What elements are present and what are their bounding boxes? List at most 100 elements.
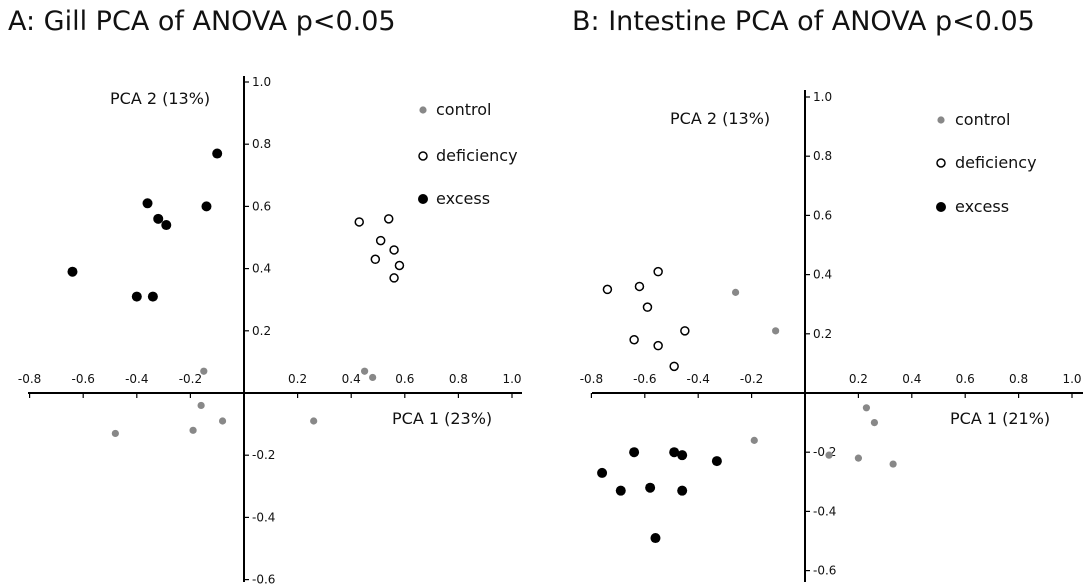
chart-a-x-tick-label: 0.6 [395,372,414,386]
chart-b-legend-excess-marker [936,202,946,212]
chart-b-x-tick-label: -0.4 [686,372,709,386]
chart-a-control-point [218,417,227,425]
chart-a-excess-point [131,291,142,302]
chart-b-control-point [772,327,780,335]
chart-b-legend-control-marker [937,116,945,124]
chart-b-legend-excess-label: excess [955,197,1009,216]
chart-b-control-point [870,419,879,427]
chart-b-excess-point [629,447,640,458]
chart-b-y-tick-label: -0.2 [813,445,836,459]
chart-a-deficiency-point [354,217,364,227]
chart-a-legend-control-marker [419,106,427,114]
chart-a-y-tick-label: 0.8 [252,137,271,151]
chart-b-excess-point [650,533,661,544]
chart-a-y-tick-label: 0.6 [252,199,271,213]
chart-a-deficiency-point [394,260,405,271]
chart-b-deficiency-point [653,266,663,277]
chart-a-y-tick-label: 0.2 [252,324,271,338]
chart-b-y-tick-label: 0.8 [813,149,832,163]
chart-b-deficiency-point [602,284,613,295]
chart-b-legend-deficiency-label: deficiency [955,153,1037,172]
chart-b-x-tick-label: -0.8 [580,372,603,386]
chart-b-x-tick-label: 0.6 [956,372,975,386]
chart-b-deficiency-point [669,361,679,372]
chart-b-legend-control-label: control [955,110,1010,129]
chart-a-legend-deficiency-marker [418,151,428,161]
chart-a-y-tick-label: 1.0 [252,75,271,89]
chart-a-deficiency-point [389,245,399,255]
chart-a-y-tick-label: -0.4 [252,510,275,524]
chart-b-legend-deficiency-marker [936,158,946,168]
chart-a-excess-point [142,198,153,209]
chart-b-deficiency-point [642,302,653,312]
chart-b-deficiency-point [629,334,639,345]
chart-b-control-point [750,436,758,444]
chart-a-excess-point [161,220,172,231]
chart-a-excess-point [201,201,212,212]
chart-b-x-tick-label: 1.0 [1062,372,1081,386]
chart-a-title: A: Gill PCA of ANOVA p<0.05 [8,6,396,37]
chart-a-legend-deficiency-label: deficiency [436,146,518,165]
chart-a-legend-control-label: control [436,100,491,119]
chart-b-y-tick-label: 1.0 [813,90,832,104]
chart-b-title: B: Intestine PCA of ANOVA p<0.05 [572,6,1035,37]
chart-b-control-point [854,454,863,462]
chart-a-control-point [197,401,205,410]
chart-a-deficiency-point [389,273,399,283]
chart-a-x-tick-label: -0.4 [125,372,148,386]
chart-a-x-tick-label: -0.6 [71,372,94,386]
chart-b-control-point [825,451,833,459]
chart-a-x-tick-label: 1.0 [502,372,521,386]
chart-a-excess-point [67,266,78,277]
chart-a-x-axis-label: PCA 1 (23%) [392,409,492,428]
chart-b-excess-point [677,450,688,461]
chart-a-excess-point [147,291,158,302]
chart-a-x-tick-label: 0.4 [342,372,361,386]
chart-a-deficiency-point [383,214,394,224]
chart-a-control-point [189,426,197,434]
chart-b-x-tick-label: 0.2 [849,372,868,386]
chart-b-excess-point [615,485,626,496]
chart-a-deficiency-point [375,235,386,246]
chart-a-deficiency-point [370,254,381,265]
chart-a-y-tick-label: -0.2 [252,448,275,462]
chart-a-control-point [310,417,318,425]
chart-b-x-tick-label: -0.6 [633,372,656,386]
chart-a-x-tick-label: -0.2 [179,372,202,386]
chart-a-control-point [200,367,208,375]
chart-a-y-axis-label: PCA 2 (13%) [110,89,210,108]
chart-a-control-point [361,367,369,375]
chart-b-deficiency-point [634,281,645,292]
chart-a-x-tick-label: 0.2 [288,372,307,386]
chart-a-y-tick-label: 0.4 [252,262,271,276]
chart-b-excess-point [645,482,656,493]
chart-a-y-tick-label: -0.6 [252,573,275,587]
chart-b-y-tick-label: -0.4 [813,504,836,518]
chart-a-x-tick-label: 0.8 [449,372,468,386]
chart-b-x-tick-label: -0.2 [740,372,763,386]
chart-b-x-axis-label: PCA 1 (21%) [950,409,1050,428]
chart-b-excess-point [669,447,680,458]
chart-b-y-tick-label: 0.4 [813,268,832,282]
chart-b-control-point [731,288,740,296]
chart-b-x-tick-label: 0.4 [902,372,921,386]
chart-b-excess-point [711,456,722,467]
chart-a-control-point [111,429,119,438]
chart-b-control-point [862,404,871,412]
chart-a-excess-point [212,148,223,159]
chart-b-y-tick-label: 0.2 [813,327,832,341]
chart-a-legend-excess-marker [418,194,428,204]
chart-b-excess-point [597,467,608,478]
chart-a-legend-excess-label: excess [436,189,490,208]
chart-b-excess-point [677,485,688,496]
chart-b-y-tick-label: -0.6 [813,564,836,578]
chart-a-excess-point [153,213,164,224]
chart-b-y-tick-label: 0.6 [813,208,832,222]
chart-b-control-point [889,460,897,468]
chart-a-x-tick-label: -0.8 [18,372,41,386]
chart-b-x-tick-label: 0.8 [1009,372,1028,386]
chart-b-y-axis-label: PCA 2 (13%) [670,109,770,128]
chart-a-control-point [369,373,377,382]
chart-b-deficiency-point [653,340,663,351]
